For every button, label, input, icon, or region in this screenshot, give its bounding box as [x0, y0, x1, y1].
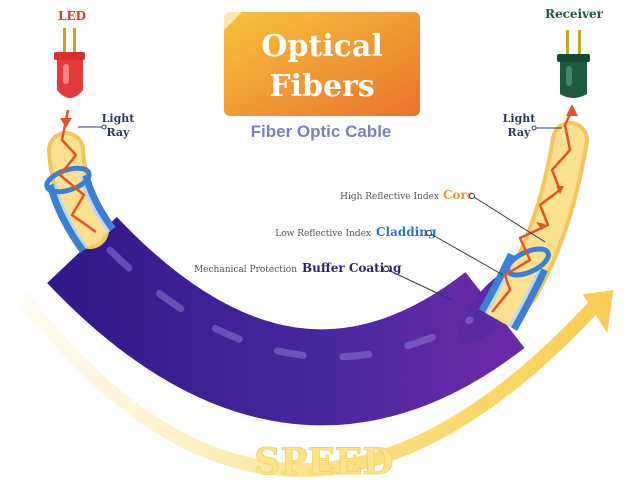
buffer-leader-line — [387, 269, 453, 301]
core-label-group: High Reflective Index Core — [340, 188, 546, 243]
light-ray-left-line2: Ray — [107, 126, 131, 139]
light-ray-left-dot — [101, 124, 107, 130]
core-name: Core — [443, 188, 475, 202]
cladding-leader-dot — [426, 230, 432, 236]
buffer-note: Mechanical Protection — [194, 265, 297, 275]
core-note: High Reflective Index — [340, 192, 439, 202]
light-ray-left-line1: Light — [102, 112, 136, 125]
buffer-name: Buffer Coating — [302, 261, 402, 275]
right-core-segment — [478, 121, 589, 331]
speed-arrow — [18, 289, 614, 477]
core-leader-line — [473, 196, 546, 243]
speed-label: SPEED — [254, 441, 393, 483]
cladding-leader-line — [430, 233, 504, 276]
light-ray-right-line2: Ray — [508, 126, 532, 139]
title-box — [224, 12, 420, 116]
left-core-segment — [44, 131, 116, 254]
receiver-label: Receiver — [545, 7, 604, 21]
light-ray-path — [58, 109, 574, 313]
cladding-name: Cladding — [376, 225, 437, 239]
core-leader-dot — [469, 193, 475, 199]
light-ray-right-line1: Light — [503, 112, 537, 125]
light-ray-right-dot — [531, 125, 537, 131]
buffer-leader-dot — [383, 266, 389, 272]
title-line1: Optical — [261, 29, 382, 64]
subtitle: Fiber Optic Cable — [251, 122, 392, 141]
title-line2: Fibers — [269, 69, 374, 104]
receiver-icon — [557, 30, 590, 98]
led-label: LED — [58, 9, 86, 23]
cladding-note: Low Reflective Index — [275, 229, 371, 239]
cladding-label-group: Low Reflective Index Cladding — [275, 225, 504, 276]
ray-arrowheads — [60, 104, 578, 230]
buffer-label-group: Mechanical Protection Buffer Coating — [194, 261, 453, 301]
led-icon — [54, 28, 85, 98]
